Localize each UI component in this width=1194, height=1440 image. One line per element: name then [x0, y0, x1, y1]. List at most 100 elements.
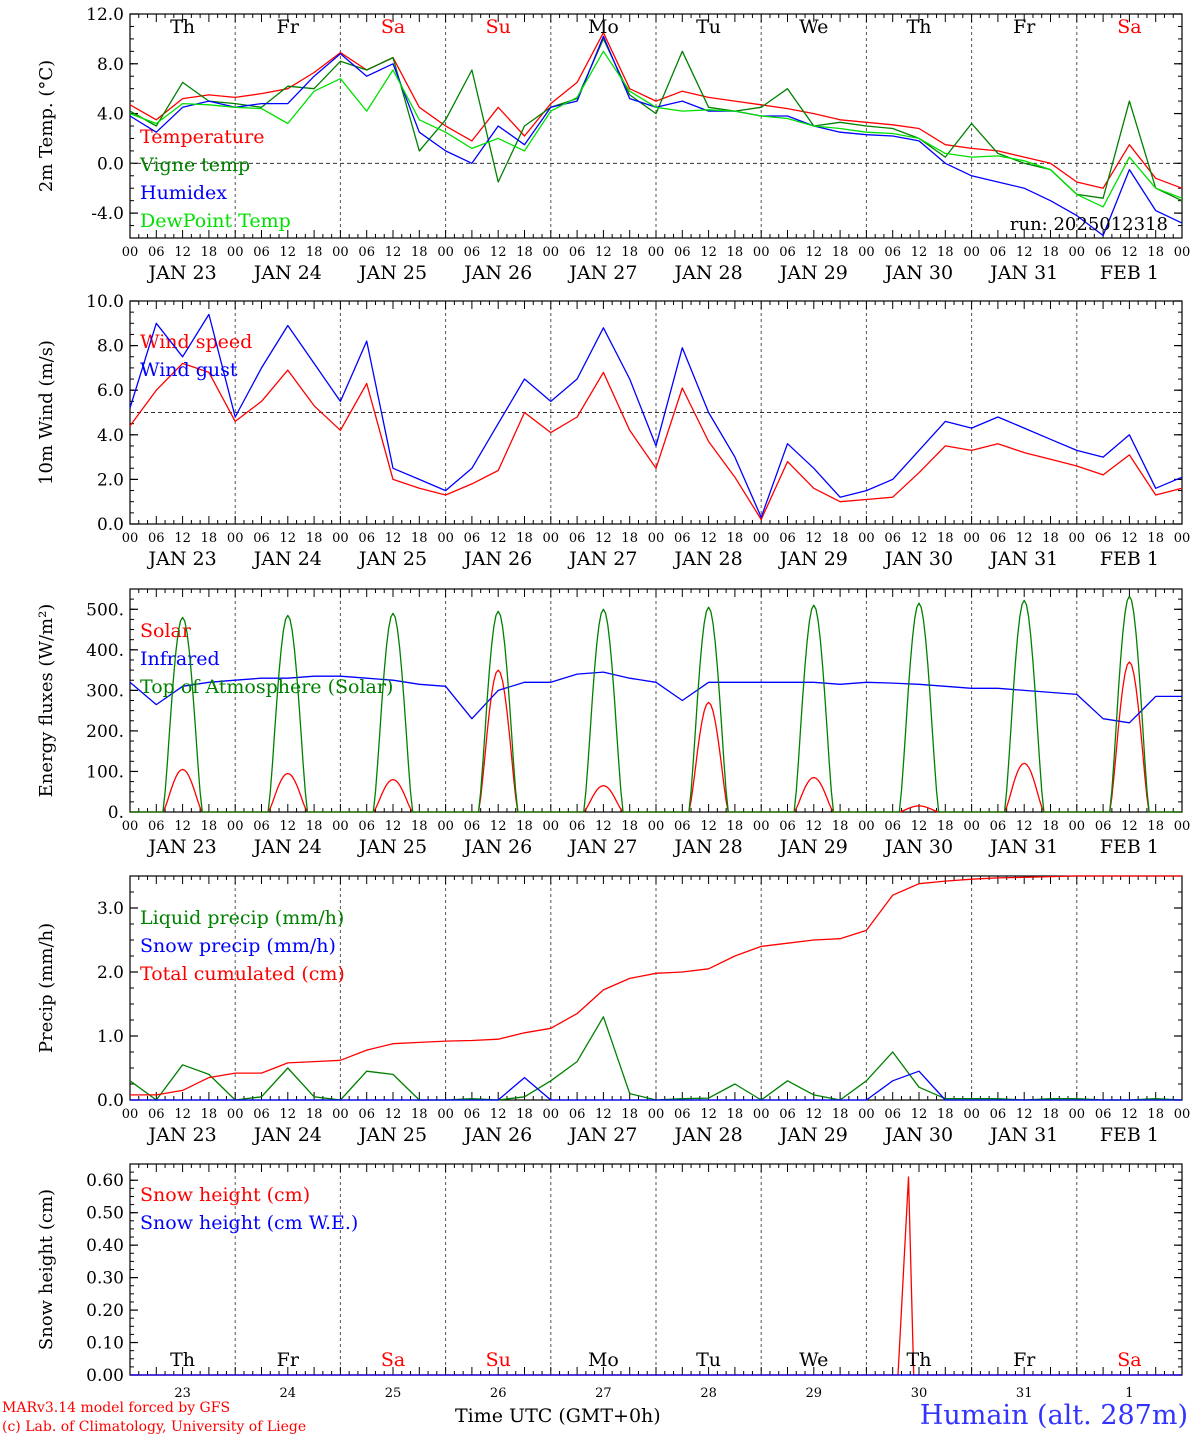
hour-label: 12 — [1016, 1107, 1033, 1122]
hour-label: 06 — [990, 531, 1007, 546]
credit-line1: MARv3.14 model forced by GFS — [2, 1400, 231, 1416]
hour-label: 00 — [1174, 1107, 1191, 1122]
date-label: JAN 29 — [778, 548, 848, 570]
date-label: JAN 25 — [357, 262, 427, 284]
date-label: JAN 26 — [462, 1124, 532, 1146]
hour-label: 12 — [385, 1107, 402, 1122]
date-label: JAN 28 — [673, 1124, 743, 1146]
series-line-1 — [129, 362, 1183, 521]
panel-5: 0.60 0.50 0.40 0.30 0.20 0.10 0.00 Snow height … — [36, 1163, 1183, 1386]
hour-label: 18 — [937, 531, 954, 546]
date-label: JAN 23 — [147, 548, 217, 570]
legend-entry: Top of Atmosphere (Solar) — [140, 676, 393, 698]
plot-frame — [129, 13, 1183, 239]
hour-label: 06 — [1095, 1107, 1112, 1122]
y-tick-label: 2.0 — [97, 470, 124, 490]
y-tick-label: 4.0 — [97, 426, 124, 446]
hour-label: 06 — [253, 1107, 270, 1122]
series-line-2 — [130, 1070, 1182, 1101]
day-number: 26 — [490, 1386, 507, 1401]
date-label: JAN 26 — [462, 262, 532, 284]
hour-label: 00 — [332, 1107, 349, 1122]
hour-label: 06 — [1095, 245, 1112, 260]
hour-label: 00 — [437, 245, 454, 260]
hour-label: 18 — [1147, 1107, 1164, 1122]
hour-label: 18 — [516, 819, 533, 834]
hour-label: 06 — [779, 531, 796, 546]
hour-label: 06 — [674, 819, 691, 834]
y-tick-label: 0.20 — [86, 1301, 124, 1321]
date-label: JAN 27 — [567, 836, 637, 858]
hour-label: 18 — [306, 1107, 323, 1122]
y-tick-label: 1.0 — [97, 1027, 124, 1047]
date-label: FEB 1 — [1100, 262, 1159, 284]
y-axis-title: Energy fluxes (W/m²) — [36, 604, 57, 798]
hour-label: 00 — [963, 819, 980, 834]
hour-label: 00 — [227, 245, 244, 260]
y-tick-label: 3.0 — [97, 899, 124, 919]
y-tick-label: 8.0 — [97, 337, 124, 357]
series-line-2 — [129, 313, 1183, 518]
hour-label: 12 — [174, 1107, 191, 1122]
hour-label: 00 — [1069, 245, 1086, 260]
hour-label: 06 — [884, 245, 901, 260]
hour-label: 06 — [674, 245, 691, 260]
hour-label: 06 — [148, 819, 165, 834]
hour-label: 12 — [1121, 531, 1138, 546]
date-label: FEB 1 — [1100, 1124, 1159, 1146]
hour-label: 06 — [990, 1107, 1007, 1122]
hour-label: 06 — [569, 245, 586, 260]
plot-frame — [129, 588, 1183, 813]
hour-label: 06 — [464, 1107, 481, 1122]
hour-label: 12 — [700, 531, 717, 546]
legend-entry: Temperature — [140, 126, 264, 148]
y-tick-label: 10.0 — [86, 292, 124, 312]
hour-label: 00 — [858, 245, 875, 260]
hour-label: 12 — [911, 245, 928, 260]
y-tick-label: 0.00 — [86, 1366, 124, 1386]
hour-label: 12 — [595, 531, 612, 546]
hour-label: 06 — [253, 245, 270, 260]
hour-label: 00 — [753, 245, 770, 260]
y-axis-title: Snow height (cm) — [36, 1189, 57, 1350]
hour-label: 06 — [884, 819, 901, 834]
hour-label: 00 — [753, 531, 770, 546]
hour-label: 00 — [648, 819, 665, 834]
weekday-top: Th — [170, 16, 195, 38]
hour-label: 00 — [543, 531, 560, 546]
day-number: 29 — [806, 1386, 823, 1401]
hour-label: 12 — [911, 819, 928, 834]
date-label: JAN 28 — [673, 262, 743, 284]
legend-entry: Snow height (cm) — [140, 1184, 310, 1206]
hour-label: 12 — [806, 245, 823, 260]
hour-label: 18 — [411, 245, 428, 260]
date-label: JAN 31 — [988, 262, 1058, 284]
weekday-bottom: Th — [907, 1349, 932, 1371]
weekday-bottom: Su — [486, 1349, 511, 1371]
y-axis-title: 10m Wind (m/s) — [36, 340, 57, 485]
hour-label: 12 — [1121, 819, 1138, 834]
hour-label: 06 — [253, 819, 270, 834]
hour-label: 12 — [595, 819, 612, 834]
hour-label: 00 — [227, 531, 244, 546]
hour-label: 12 — [280, 1107, 297, 1122]
weekday-bottom: Fr — [1013, 1349, 1036, 1371]
hour-label: 12 — [595, 1107, 612, 1122]
weekday-top: Fr — [1013, 16, 1036, 38]
legend-entry: Wind gust — [140, 359, 238, 381]
hour-label: 06 — [884, 1107, 901, 1122]
hour-label: 06 — [674, 1107, 691, 1122]
y-tick-label: 0.0 — [97, 1091, 124, 1111]
hour-label: 00 — [122, 819, 139, 834]
hour-label: 18 — [516, 531, 533, 546]
weekday-bottom: Tu — [696, 1349, 721, 1371]
legend-entry: Snow precip (mm/h) — [140, 935, 336, 957]
legend-entry: Vigne temp — [139, 154, 250, 176]
hour-label: 00 — [648, 1107, 665, 1122]
hour-label: 12 — [385, 245, 402, 260]
hour-label: 18 — [1147, 819, 1164, 834]
date-label: JAN 29 — [778, 262, 848, 284]
hour-label: 00 — [963, 1107, 980, 1122]
y-tick-label: 12.0 — [86, 5, 124, 25]
run-annotation: run: 2025012318 — [1010, 214, 1168, 235]
